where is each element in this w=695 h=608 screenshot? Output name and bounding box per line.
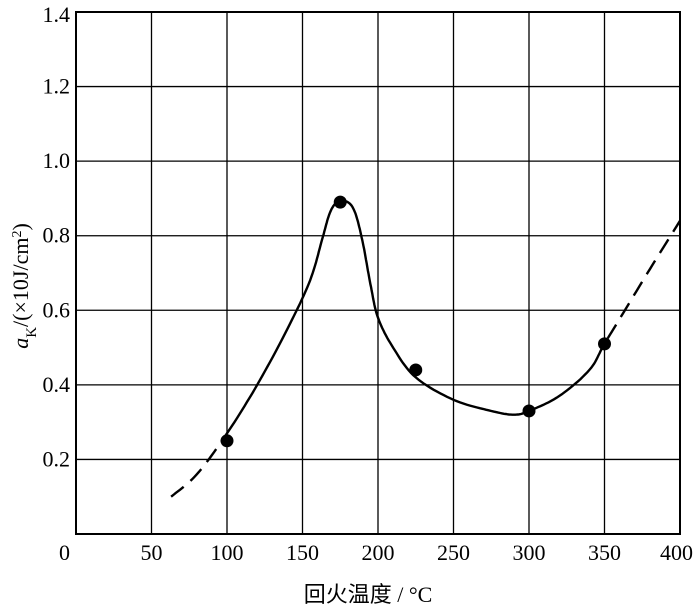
y-tick-label: 1.0 xyxy=(43,148,71,173)
y-axis-title-subscript: K xyxy=(24,327,40,338)
x-tick-label: 0 xyxy=(59,540,70,565)
y-axis-title-symbol: a xyxy=(8,338,33,349)
grid-lines xyxy=(76,12,680,534)
y-tick-label: 1.2 xyxy=(43,74,71,99)
curve-segment-solid xyxy=(220,199,609,442)
y-tick-label: 1.4 xyxy=(43,2,71,27)
x-tick-label: 200 xyxy=(362,540,395,565)
points-layer xyxy=(220,195,611,448)
x-tick-label: 350 xyxy=(588,540,621,565)
data-point xyxy=(598,337,611,351)
x-tick-labels: 0 50 100 150 200 250 300 350 400 xyxy=(59,540,693,565)
x-tick-label: 50 xyxy=(141,540,163,565)
y-axis-title-superscript: 2 xyxy=(10,231,25,238)
y-tick-label: 0.6 xyxy=(43,297,71,322)
data-point xyxy=(220,434,234,448)
y-tick-label: 0.8 xyxy=(43,223,71,248)
y-tick-label: 0.4 xyxy=(43,372,71,397)
data-point xyxy=(409,363,423,377)
y-tick-labels: 0.2 0.4 0.6 0.8 1.0 1.2 1.4 xyxy=(43,2,71,471)
x-tick-label: 100 xyxy=(211,540,244,565)
y-axis-title-unit: /(×10J/cm xyxy=(8,238,33,327)
curve-segment-dashed xyxy=(170,440,223,498)
plot-frame xyxy=(75,11,681,535)
data-point xyxy=(333,195,347,209)
y-axis-title-close: ) xyxy=(8,223,33,230)
x-tick-label: 300 xyxy=(513,540,546,565)
x-tick-label: 150 xyxy=(286,540,319,565)
data-point xyxy=(522,404,536,418)
x-tick-label: 400 xyxy=(660,540,693,565)
x-tick-label: 250 xyxy=(437,540,470,565)
x-axis-title: 回火温度 / °C xyxy=(304,582,433,607)
curve-segment-dashed xyxy=(606,220,682,339)
y-tick-label: 0.2 xyxy=(43,446,71,471)
y-axis-title: aK/(×10J/cm2) xyxy=(8,223,40,349)
